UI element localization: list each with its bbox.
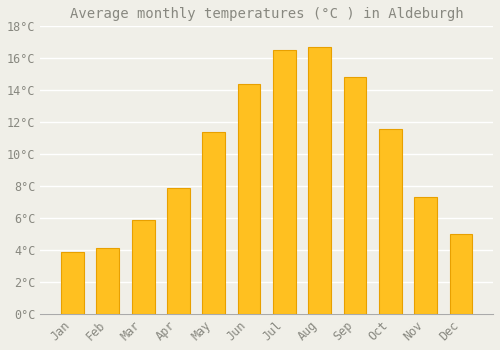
Bar <box>308 47 331 314</box>
Title: Average monthly temperatures (°C ) in Aldeburgh: Average monthly temperatures (°C ) in Al… <box>70 7 464 21</box>
Bar <box>273 50 296 314</box>
Bar <box>450 234 472 314</box>
Bar <box>96 248 119 314</box>
Bar <box>414 197 437 314</box>
Bar <box>202 132 225 314</box>
Bar <box>238 84 260 314</box>
Bar <box>379 128 402 314</box>
Bar <box>167 188 190 314</box>
Bar <box>61 252 84 314</box>
Bar <box>344 77 366 314</box>
Bar <box>132 219 154 314</box>
